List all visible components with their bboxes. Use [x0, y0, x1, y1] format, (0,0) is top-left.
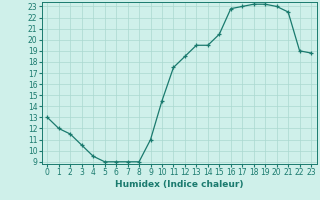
X-axis label: Humidex (Indice chaleur): Humidex (Indice chaleur) [115, 180, 244, 189]
